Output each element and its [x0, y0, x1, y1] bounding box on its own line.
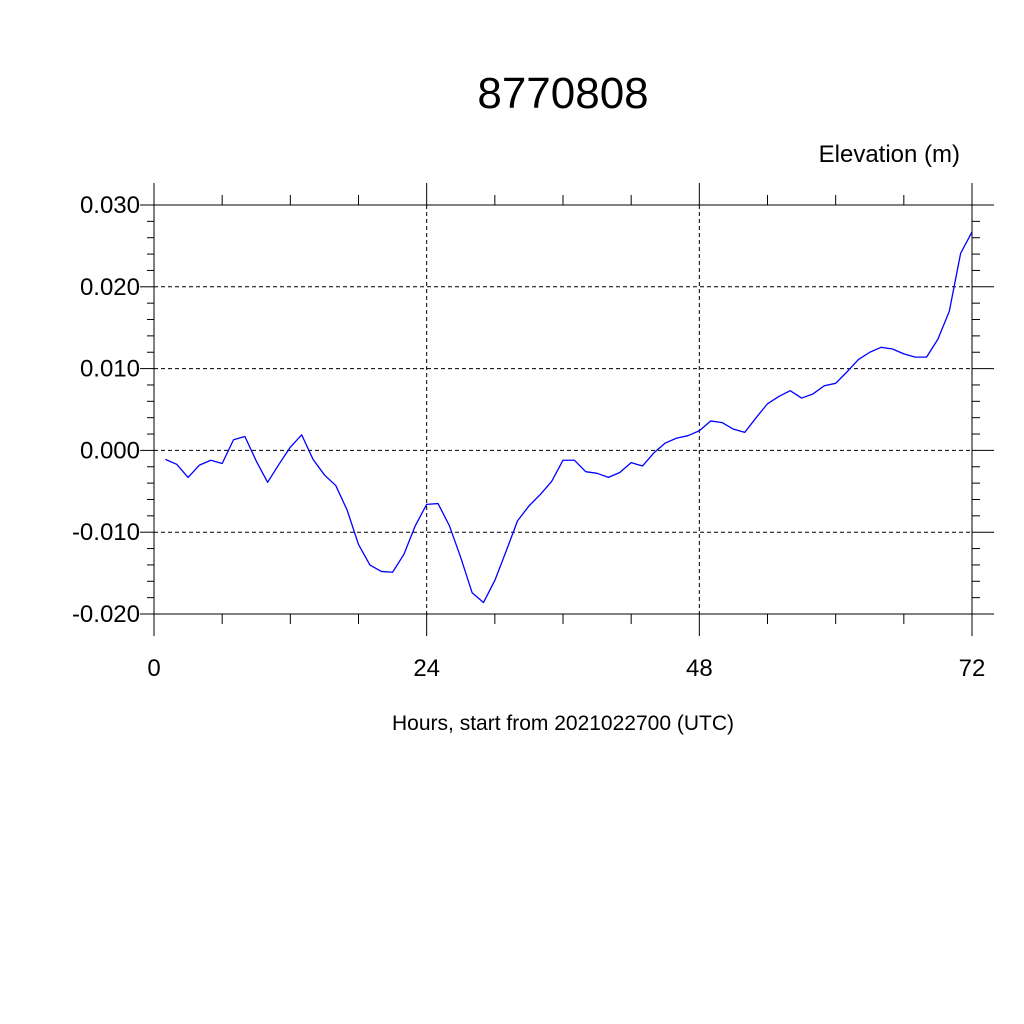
plot-frame [153, 204, 973, 615]
y-tick-label: 0.030 [80, 192, 140, 219]
units-label: Elevation (m) [819, 141, 960, 168]
chart-title: 8770808 [477, 69, 648, 118]
tick-labels: -0.020 -0.010 0.000 0.010 0.020 0.030 0 24 48 72 [72, 192, 985, 682]
y-tick-label: 0.020 [80, 274, 140, 301]
grid-lines [153, 204, 973, 615]
axis-ticks [140, 183, 994, 636]
y-tick-label: -0.020 [72, 601, 140, 628]
x-tick-label: 24 [413, 655, 440, 682]
y-tick-label: 0.010 [80, 356, 140, 383]
y-tick-label: -0.010 [72, 519, 140, 546]
x-axis-label: Hours, start from 2021022700 (UTC) [392, 712, 734, 735]
series-group [165, 231, 973, 604]
y-tick-label: 0.000 [80, 437, 140, 464]
x-tick-label: 48 [686, 655, 713, 682]
series-line [165, 231, 973, 604]
x-tick-label: 72 [959, 655, 986, 682]
x-tick-label: 0 [147, 655, 160, 682]
